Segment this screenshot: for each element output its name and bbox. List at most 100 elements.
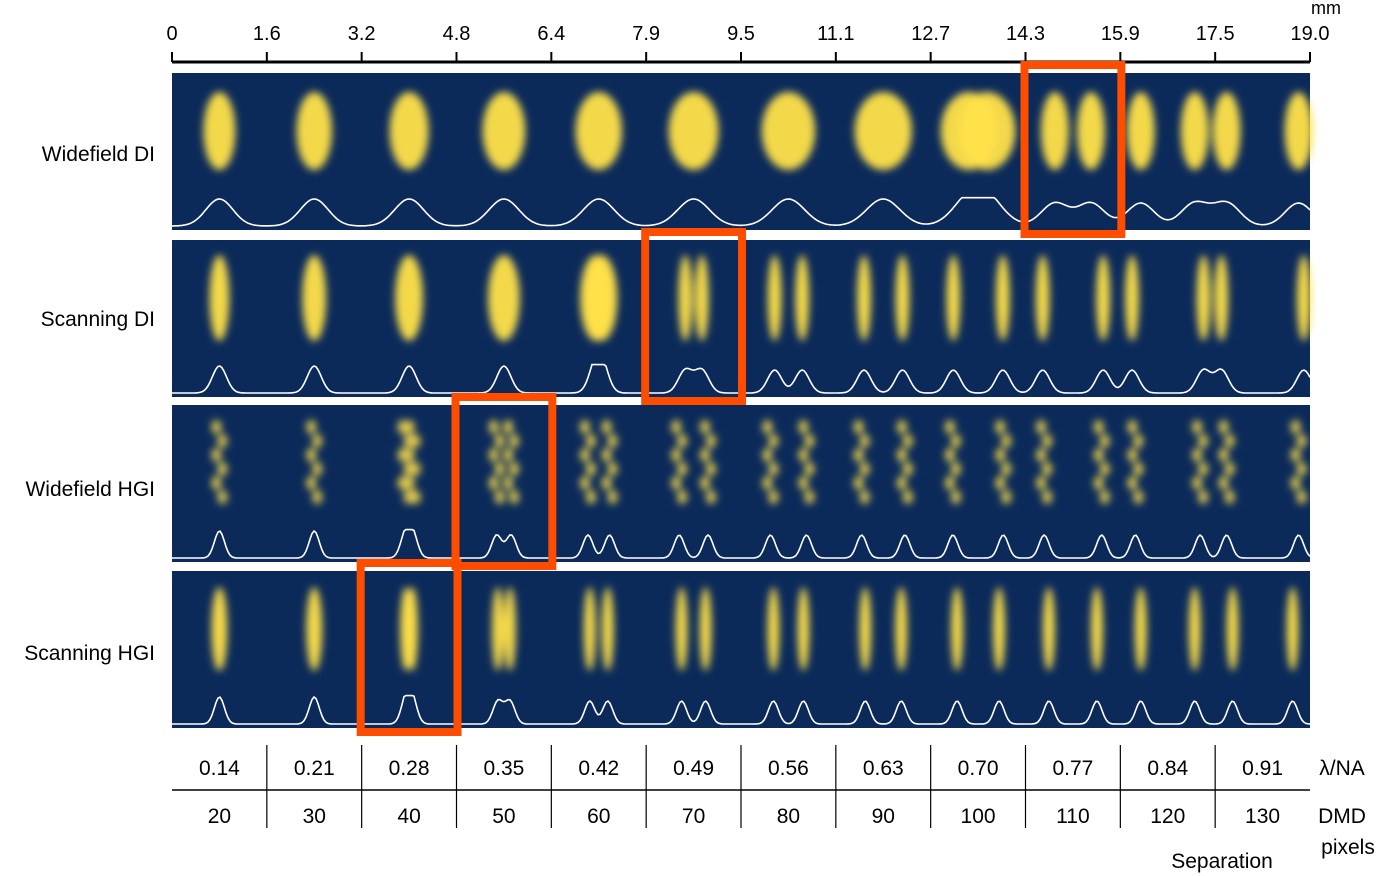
spot: [853, 448, 864, 462]
scale-tick-label: 4.8: [443, 23, 471, 45]
dmd-pixels-value: 30: [303, 805, 326, 828]
spot: [1093, 420, 1104, 434]
spot: [488, 448, 499, 462]
dmd-pixels-value: 120: [1150, 805, 1185, 828]
lambda-na-label: λ/NA: [1319, 757, 1365, 780]
spot: [494, 490, 505, 504]
spot: [503, 476, 514, 490]
spot: [950, 462, 961, 476]
spot: [601, 476, 612, 490]
resolution-limit-box: [451, 393, 557, 570]
spot: [1212, 92, 1241, 170]
spot: [585, 255, 618, 341]
scale-tick-label: 9.5: [727, 23, 755, 45]
spot: [503, 587, 516, 671]
spot: [607, 490, 618, 504]
spot: [944, 476, 955, 490]
dmd-pixels-value: 20: [208, 805, 231, 828]
spot: [1133, 434, 1144, 448]
spot: [395, 255, 424, 341]
spot: [804, 434, 815, 448]
spot: [995, 476, 1006, 490]
spot: [944, 448, 955, 462]
spot: [1093, 448, 1104, 462]
lambda-na-value: 0.35: [483, 757, 524, 780]
spot: [1001, 490, 1012, 504]
spot: [1192, 448, 1203, 462]
spot: [503, 420, 514, 434]
spot: [217, 434, 228, 448]
spot: [601, 420, 612, 434]
spot: [1290, 448, 1301, 462]
spot: [488, 420, 499, 434]
spot: [902, 490, 913, 504]
dmd-pixels-value: 70: [682, 805, 705, 828]
lambda-na-value: 0.91: [1242, 757, 1283, 780]
spot: [762, 420, 773, 434]
spot: [211, 448, 222, 462]
spot: [1125, 255, 1139, 341]
spot: [896, 448, 907, 462]
spot: [585, 434, 596, 448]
spot: [509, 490, 520, 504]
spot: [671, 476, 682, 490]
spot: [306, 448, 317, 462]
spot: [895, 587, 908, 671]
spot: [853, 476, 864, 490]
spot: [678, 255, 693, 341]
spot: [1296, 255, 1311, 341]
spot: [995, 448, 1006, 462]
spot: [1040, 92, 1069, 170]
spot: [1226, 587, 1239, 671]
spot: [1035, 255, 1050, 341]
spot: [896, 420, 907, 434]
spot: [1042, 490, 1053, 504]
scale-tick-label: 15.9: [1101, 23, 1140, 45]
row-label-widefield-di: Widefield DI: [42, 143, 155, 166]
dmd-pixels-value: 110: [1056, 805, 1089, 828]
spot: [946, 255, 961, 341]
spot: [494, 462, 505, 476]
dmd-pixels-value: 60: [587, 805, 610, 828]
spot: [503, 448, 514, 462]
separation-caption: Separation: [1171, 850, 1273, 873]
scale-tick-label: 14.3: [1006, 23, 1045, 45]
spot: [1224, 434, 1235, 448]
spot: [677, 490, 688, 504]
spot: [389, 92, 429, 170]
spot: [1296, 434, 1307, 448]
spot: [579, 420, 590, 434]
spot: [312, 462, 323, 476]
spot: [795, 255, 810, 341]
lambda-na-value: 0.77: [1052, 757, 1093, 780]
spot: [1042, 434, 1053, 448]
scale-tick-label: 12.7: [911, 23, 950, 45]
spot: [1214, 255, 1229, 341]
spot: [406, 587, 419, 671]
spot: [1290, 420, 1301, 434]
spot: [761, 92, 816, 170]
spot: [1133, 462, 1144, 476]
spot: [585, 490, 596, 504]
row-label-scanning-di: Scanning DI: [41, 308, 155, 331]
spot: [1198, 462, 1209, 476]
lambda-na-value: 0.70: [958, 757, 999, 780]
lambda-na-value: 0.63: [863, 757, 904, 780]
spot: [487, 255, 520, 341]
spot: [951, 587, 964, 671]
dmd-pixels-value: 100: [961, 805, 996, 828]
spot: [1286, 587, 1299, 671]
spot: [902, 434, 913, 448]
spot: [509, 462, 520, 476]
spot: [1133, 490, 1144, 504]
spot: [768, 434, 779, 448]
spot: [1284, 92, 1313, 170]
spots: [211, 420, 1307, 504]
spot: [958, 92, 1016, 170]
spot: [482, 92, 526, 170]
spot: [601, 448, 612, 462]
lambda-na-row: 0.14 0.21 0.28 0.35 0.42 0.49 0.56 0.63 0.70 0.77…: [199, 757, 1283, 780]
spot: [1036, 448, 1047, 462]
spot: [1127, 420, 1138, 434]
